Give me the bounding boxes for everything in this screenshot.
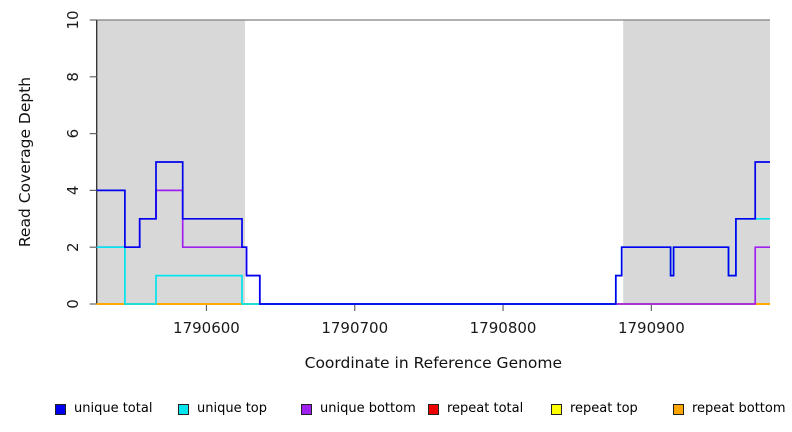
x-tick-label: 1790800 <box>470 319 537 337</box>
y-tick-label: 10 <box>64 10 82 29</box>
legend-label: unique total <box>74 401 153 416</box>
x-tick-label: 1790900 <box>618 319 685 337</box>
legend-label: unique bottom <box>320 401 416 416</box>
y-tick-label: 6 <box>64 129 82 139</box>
y-tick-label: 2 <box>64 242 82 252</box>
coverage-plot: 0 2 4 6 8 10 1790600 1790700 1790800 1790900 Coord… <box>16 10 770 372</box>
legend-swatch-icon <box>178 403 189 415</box>
y-tick-label: 8 <box>64 72 82 82</box>
legend: unique total unique top unique bottom repea… <box>0 401 792 421</box>
legend-swatch-icon <box>428 403 439 415</box>
legend-item-unique-top: unique top <box>178 401 267 417</box>
legend-label: repeat bottom <box>692 401 786 416</box>
legend-item-unique-bottom: unique bottom <box>301 401 416 417</box>
series-unique-total-line <box>96 161 770 305</box>
x-tick-label: 1790600 <box>173 319 240 337</box>
legend-item-unique-total: unique total <box>55 401 152 417</box>
legend-label: unique top <box>197 401 268 416</box>
legend-item-repeat-top: repeat top <box>551 401 638 417</box>
y-tick-label: 4 <box>64 186 82 196</box>
legend-label: repeat top <box>570 401 638 416</box>
legend-swatch-icon <box>673 403 684 415</box>
legend-item-repeat-bottom: repeat bottom <box>673 401 786 417</box>
y-tick-label: 0 <box>64 299 82 309</box>
legend-label: repeat total <box>447 401 524 416</box>
y-axis-title: Read Coverage Depth <box>16 77 34 247</box>
legend-swatch-icon <box>551 403 562 415</box>
x-axis-title: Coordinate in Reference Genome <box>305 354 562 372</box>
legend-item-repeat-total: repeat total <box>428 401 523 417</box>
x-tick-label: 1790700 <box>321 319 388 337</box>
legend-swatch-icon <box>55 403 66 415</box>
shaded-region <box>623 20 770 304</box>
legend-swatch-icon <box>301 403 312 415</box>
